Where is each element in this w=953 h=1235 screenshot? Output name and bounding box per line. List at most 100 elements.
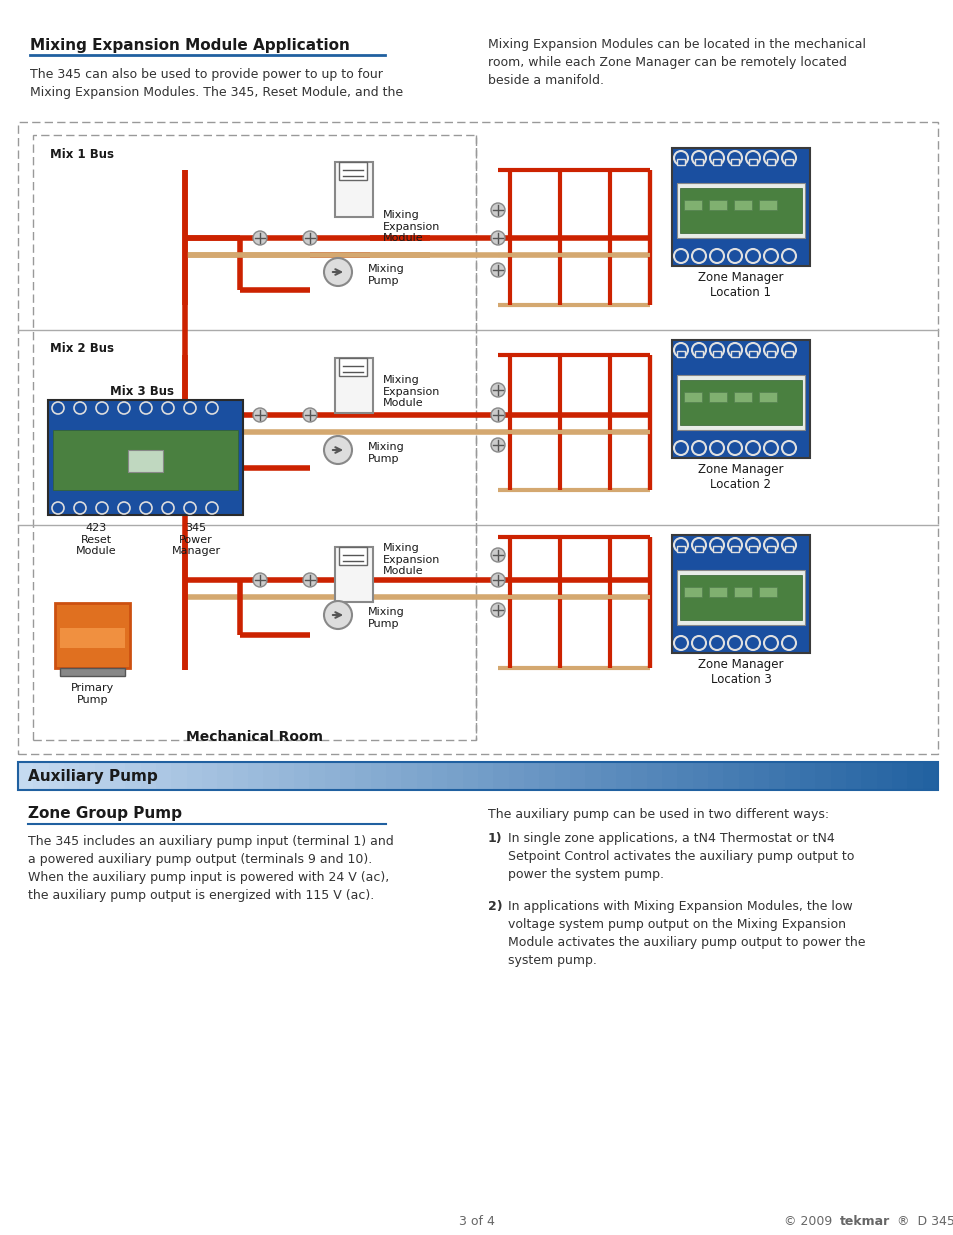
- Bar: [766, 351, 774, 357]
- Bar: [677, 762, 693, 790]
- Bar: [462, 762, 478, 790]
- Circle shape: [96, 501, 108, 514]
- Text: The auxiliary pump can be used in two different ways:: The auxiliary pump can be used in two di…: [488, 808, 828, 821]
- Circle shape: [491, 408, 504, 422]
- Bar: [683, 587, 701, 597]
- Bar: [18, 762, 33, 790]
- Circle shape: [74, 501, 86, 514]
- Bar: [683, 391, 701, 403]
- Bar: [49, 762, 65, 790]
- Bar: [33, 135, 476, 740]
- Bar: [172, 762, 187, 790]
- Bar: [677, 571, 804, 625]
- Text: In single zone applications, a tN4 Thermostat or tN4
Setpoint Control activates : In single zone applications, a tN4 Therm…: [507, 832, 854, 881]
- Bar: [278, 762, 294, 790]
- Text: The 345 includes an auxiliary pump input (terminal 1) and
a powered auxiliary pu: The 345 includes an auxiliary pump input…: [28, 835, 394, 902]
- Bar: [695, 546, 702, 552]
- Circle shape: [709, 343, 723, 357]
- Bar: [677, 351, 684, 357]
- Bar: [60, 668, 125, 676]
- Bar: [554, 762, 570, 790]
- Circle shape: [727, 151, 741, 165]
- Circle shape: [691, 249, 705, 263]
- Circle shape: [140, 403, 152, 414]
- Bar: [748, 159, 757, 165]
- Bar: [766, 546, 774, 552]
- Circle shape: [253, 573, 267, 587]
- Bar: [339, 762, 355, 790]
- Circle shape: [727, 636, 741, 650]
- Bar: [477, 762, 494, 790]
- Bar: [733, 391, 751, 403]
- Bar: [55, 603, 130, 668]
- Circle shape: [491, 603, 504, 618]
- Circle shape: [673, 538, 687, 552]
- Circle shape: [691, 636, 705, 650]
- Bar: [371, 762, 386, 790]
- Bar: [671, 148, 809, 266]
- Bar: [338, 358, 367, 375]
- Bar: [845, 762, 861, 790]
- Circle shape: [709, 441, 723, 454]
- Bar: [784, 351, 792, 357]
- Circle shape: [206, 403, 218, 414]
- Bar: [18, 762, 937, 790]
- Bar: [679, 380, 801, 425]
- Bar: [661, 762, 678, 790]
- Circle shape: [781, 151, 795, 165]
- Text: Zone Manager
Location 3: Zone Manager Location 3: [698, 658, 783, 685]
- Circle shape: [781, 249, 795, 263]
- Circle shape: [763, 538, 778, 552]
- Circle shape: [253, 231, 267, 245]
- Bar: [692, 762, 708, 790]
- Bar: [508, 762, 524, 790]
- Circle shape: [745, 151, 760, 165]
- Bar: [738, 762, 754, 790]
- Bar: [876, 762, 892, 790]
- Text: In applications with Mixing Expansion Modules, the low
voltage system pump outpu: In applications with Mixing Expansion Mo…: [507, 900, 864, 967]
- Bar: [712, 546, 720, 552]
- Bar: [338, 162, 367, 180]
- Bar: [730, 351, 739, 357]
- Bar: [79, 762, 95, 790]
- Bar: [830, 762, 845, 790]
- Bar: [187, 762, 202, 790]
- Bar: [18, 122, 937, 755]
- Circle shape: [491, 548, 504, 562]
- Bar: [730, 159, 739, 165]
- Bar: [53, 430, 237, 490]
- Bar: [753, 762, 769, 790]
- Circle shape: [162, 501, 173, 514]
- Circle shape: [162, 403, 173, 414]
- Bar: [759, 587, 776, 597]
- Circle shape: [184, 403, 195, 414]
- Bar: [733, 587, 751, 597]
- Bar: [355, 762, 371, 790]
- Text: Mixing
Expansion
Module: Mixing Expansion Module: [382, 543, 440, 577]
- Circle shape: [709, 249, 723, 263]
- Text: © 2009: © 2009: [783, 1215, 840, 1228]
- Circle shape: [745, 249, 760, 263]
- Bar: [140, 762, 156, 790]
- Bar: [523, 762, 539, 790]
- Bar: [48, 400, 243, 515]
- Bar: [202, 762, 217, 790]
- Circle shape: [727, 343, 741, 357]
- Circle shape: [324, 436, 352, 464]
- Circle shape: [118, 501, 130, 514]
- Circle shape: [253, 408, 267, 422]
- Circle shape: [709, 636, 723, 650]
- Circle shape: [491, 263, 504, 277]
- Circle shape: [691, 538, 705, 552]
- Circle shape: [491, 203, 504, 217]
- Circle shape: [745, 636, 760, 650]
- Bar: [33, 762, 50, 790]
- Text: Mixing
Expansion
Module: Mixing Expansion Module: [382, 210, 440, 243]
- Bar: [784, 546, 792, 552]
- Bar: [294, 762, 310, 790]
- Circle shape: [206, 501, 218, 514]
- Bar: [631, 762, 646, 790]
- Circle shape: [118, 403, 130, 414]
- Text: The 345 can also be used to provide power to up to four
Mixing Expansion Modules: The 345 can also be used to provide powe…: [30, 68, 403, 99]
- Bar: [712, 159, 720, 165]
